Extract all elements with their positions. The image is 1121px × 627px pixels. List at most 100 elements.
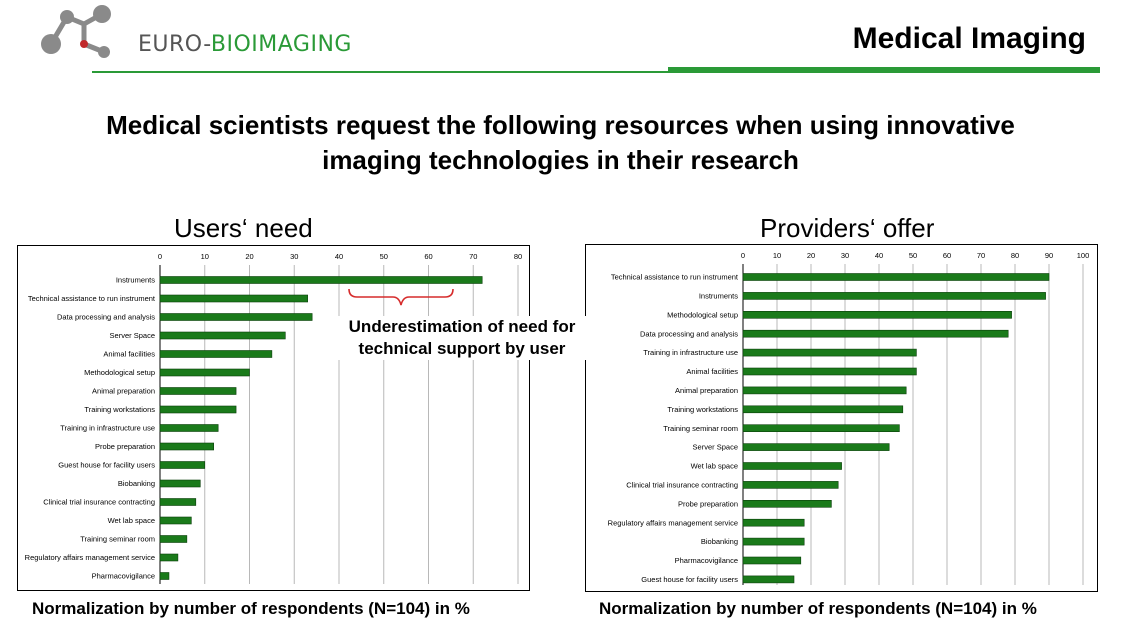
users-category-label: Biobanking <box>118 479 155 488</box>
providers-category-label: Server Space <box>693 443 738 452</box>
logo-text-euro: EURO- <box>138 32 211 57</box>
users-category-label: Technical assistance to run instrument <box>28 294 156 303</box>
providers-bar <box>742 386 907 395</box>
headline-line-2: imaging technologies in their research <box>322 145 799 175</box>
underestimation-brace <box>348 288 454 306</box>
providers-category-label: Methodological setup <box>667 310 738 319</box>
users-bar <box>159 387 237 395</box>
users-bar <box>159 313 313 321</box>
providers-tick-label: 100 <box>1077 251 1090 260</box>
users-category-label: Training in infrastructure use <box>60 424 155 433</box>
users-category-label: Animal preparation <box>92 387 155 396</box>
providers-bar <box>742 405 904 414</box>
providers-bar <box>742 575 795 584</box>
providers-tick-label: 60 <box>943 251 951 260</box>
users-category-label: Guest house for facility users <box>58 461 155 470</box>
providers-category-label: Instruments <box>699 292 738 301</box>
users-bar <box>159 535 188 543</box>
users-bar <box>159 572 170 580</box>
users-category-label: Instruments <box>116 276 155 285</box>
users-tick-label: 60 <box>424 252 432 261</box>
providers-bar <box>742 443 890 451</box>
users-category-label: Clinical trial insurance contracting <box>43 498 155 507</box>
users-category-label: Wet lab space <box>108 516 155 525</box>
providers-category-label: Wet lab space <box>691 462 738 471</box>
users-bar <box>159 553 179 562</box>
logo-text-bioimaging: BIOIMAGING <box>210 32 352 57</box>
providers-bar <box>742 367 917 376</box>
users-category-label: Regulatory affairs management service <box>25 553 155 562</box>
users-tick-label: 20 <box>245 252 253 261</box>
underestimation-callout: Underestimation of need for technical su… <box>332 316 592 360</box>
users-tick-label: 30 <box>290 252 298 261</box>
providers-bar <box>742 292 1046 300</box>
users-tick-label: 10 <box>201 252 209 261</box>
providers-offer-footnote: Normalization by number of respondents (… <box>599 599 1037 618</box>
users-category-label: Server Space <box>110 331 155 340</box>
providers-category-label: Training seminar room <box>663 424 738 433</box>
providers-tick-label: 40 <box>875 251 883 260</box>
providers-tick-label: 70 <box>977 251 985 260</box>
users-bar <box>159 294 308 303</box>
users-category-label: Pharmacovigilance <box>92 572 155 581</box>
providers-category-label: Pharmacovigilance <box>675 556 738 565</box>
providers-category-label: Probe preparation <box>678 499 738 508</box>
headline-line-1: Medical scientists request the following… <box>106 110 1015 140</box>
slide-headline: Medical scientists request the following… <box>30 108 1091 178</box>
callout-line-1: Underestimation of need for <box>348 317 576 336</box>
providers-offer-chart: 0 10 20 30 40 50 60 70 80 90 100 Technical assistan… <box>585 244 1098 592</box>
users-bar <box>159 461 206 469</box>
providers-category-label: Regulatory affairs management service <box>608 518 738 527</box>
providers-tick-label: 0 <box>741 251 745 260</box>
users-bar <box>159 405 237 414</box>
providers-category-label: Clinical trial insurance contracting <box>626 481 738 490</box>
providers-category-label: Animal facilities <box>686 367 738 376</box>
providers-bar <box>742 518 805 527</box>
providers-tick-label: 20 <box>807 251 815 260</box>
providers-tick-label: 80 <box>1011 251 1019 260</box>
providers-bar <box>742 311 1012 319</box>
users-category-label: Probe preparation <box>95 442 155 451</box>
users-need-chart-svg: 0 10 20 30 40 50 60 70 80 Instruments Technical as… <box>25 252 522 584</box>
providers-bar <box>742 556 802 565</box>
providers-bar <box>742 481 839 489</box>
header-rule-thin <box>92 71 1100 73</box>
logo-wordmark: EURO-BIOIMAGING <box>138 32 352 57</box>
providers-bar <box>742 424 900 432</box>
molecule-logo-icon <box>41 5 111 58</box>
users-tick-label: 50 <box>380 252 388 261</box>
users-tick-label: 70 <box>469 252 477 261</box>
users-bar <box>159 516 192 525</box>
providers-bar <box>742 500 832 508</box>
providers-bar <box>742 329 1009 338</box>
providers-tick-label: 90 <box>1045 251 1053 260</box>
providers-category-label: Training workstations <box>667 405 738 414</box>
providers-offer-title: Providers‘ offer <box>760 213 935 243</box>
providers-category-label: Data processing and analysis <box>640 329 738 338</box>
users-tick-label: 0 <box>158 252 162 261</box>
users-bar <box>159 498 197 506</box>
users-category-label: Data processing and analysis <box>57 313 155 322</box>
euro-bioimaging-logo: EURO-BIOIMAGING <box>34 4 364 60</box>
users-need-title: Users‘ need <box>174 213 313 243</box>
users-bar <box>159 276 483 284</box>
users-bar <box>159 479 201 488</box>
providers-bar <box>742 348 917 357</box>
providers-category-label: Technical assistance to run instrument <box>611 273 739 282</box>
users-need-footnote: Normalization by number of respondents (… <box>32 599 470 618</box>
users-category-label: Training workstations <box>84 405 155 414</box>
callout-line-2: technical support by user <box>358 339 566 358</box>
providers-category-label: Guest house for facility users <box>641 575 738 584</box>
users-bar <box>159 442 215 451</box>
page-title: Medical Imaging <box>852 22 1086 55</box>
users-need-chart: 0 10 20 30 40 50 60 70 80 Instruments Technical as… <box>17 245 530 591</box>
users-category-label: Training seminar room <box>80 535 155 544</box>
providers-category-label: Biobanking <box>701 537 738 546</box>
providers-tick-label: 50 <box>909 251 917 260</box>
providers-offer-chart-svg: 0 10 20 30 40 50 60 70 80 90 100 Technical assistan… <box>608 251 1090 585</box>
providers-bar <box>742 537 805 546</box>
providers-bar <box>742 462 842 470</box>
users-bar <box>159 350 273 358</box>
users-bar <box>159 331 286 340</box>
users-bar <box>159 424 219 432</box>
